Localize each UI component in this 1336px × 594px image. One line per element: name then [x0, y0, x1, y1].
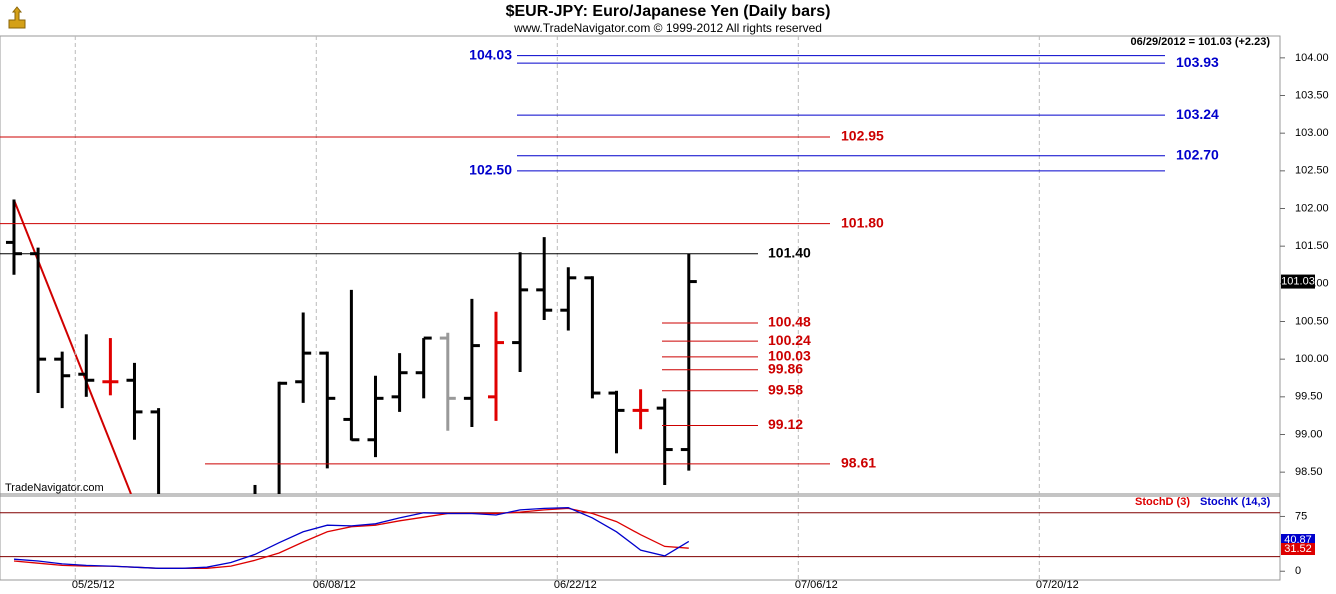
legend-entry: StochD (3): [1135, 496, 1190, 508]
legend-entry: StochK (14,3): [1200, 496, 1271, 508]
level-label: 102.70: [1176, 146, 1219, 162]
logo: [5, 5, 29, 31]
watermark: TradeNavigator.com: [5, 482, 104, 494]
x-tick-label: 06/08/12: [313, 579, 356, 591]
y-tick-label: 98.50: [1295, 466, 1323, 478]
level-label: 101.40: [768, 244, 811, 260]
y-tick-label: 101.50: [1295, 240, 1329, 252]
level-label: 100.03: [768, 348, 811, 364]
last-price-box: [1281, 274, 1315, 289]
level-label: 100.48: [768, 314, 811, 330]
y-tick-label: 103.50: [1295, 89, 1329, 101]
value-box: [1281, 543, 1315, 555]
stoch-line: [13, 507, 689, 569]
x-tick-label: 06/22/12: [554, 579, 597, 591]
plot: [5, 199, 697, 494]
level-label: 101.80: [841, 214, 884, 230]
y-tick-label: 102.00: [1295, 202, 1329, 214]
trend-line: [13, 199, 132, 494]
y-tick-label: 100.00: [1295, 353, 1329, 365]
stoch-line: [13, 507, 690, 569]
frame: [0, 35, 1281, 581]
y-tick-label: 99.50: [1295, 391, 1323, 403]
info-label: 06/29/2012 = 101.03 (+2.23): [1131, 36, 1271, 48]
stoch-plot: [13, 507, 690, 569]
y-tick-label: 75: [1295, 510, 1307, 522]
y-tick-label: 102.50: [1295, 165, 1329, 177]
trend-line: [13, 199, 132, 494]
last-price-label: 101.03: [1281, 275, 1315, 287]
x-tick-label: 07/20/12: [1036, 579, 1079, 591]
level-label: 102.50: [469, 162, 512, 178]
x-tick-label: 05/25/12: [72, 579, 115, 591]
level-label: 99.86: [768, 360, 803, 376]
y-tick-label: 103.00: [1295, 127, 1329, 139]
x-tick-label: 07/06/12: [795, 579, 838, 591]
level-label: 98.61: [841, 455, 876, 471]
value-label: 40.87: [1284, 534, 1312, 546]
level-label: 99.58: [768, 382, 803, 398]
y-tick-label: 99.00: [1295, 428, 1323, 440]
level-label: 104.03: [469, 46, 512, 62]
y-tick-label: 100.50: [1295, 315, 1329, 327]
level-label: 103.93: [1176, 54, 1219, 70]
level-label: 102.95: [841, 128, 884, 144]
chart-title: $EUR-JPY: Euro/Japanese Yen (Daily bars): [506, 3, 831, 20]
level-label: 100.24: [768, 332, 811, 348]
value-label: 31.52: [1284, 543, 1312, 555]
y-tick-label: 0: [1295, 565, 1301, 577]
chart-subtitle: www.TradeNavigator.com © 1999-2012 All r…: [513, 21, 822, 35]
level-label: 99.12: [768, 416, 803, 432]
level-label: 103.24: [1176, 106, 1219, 122]
y-tick-label: 104.00: [1295, 52, 1329, 64]
